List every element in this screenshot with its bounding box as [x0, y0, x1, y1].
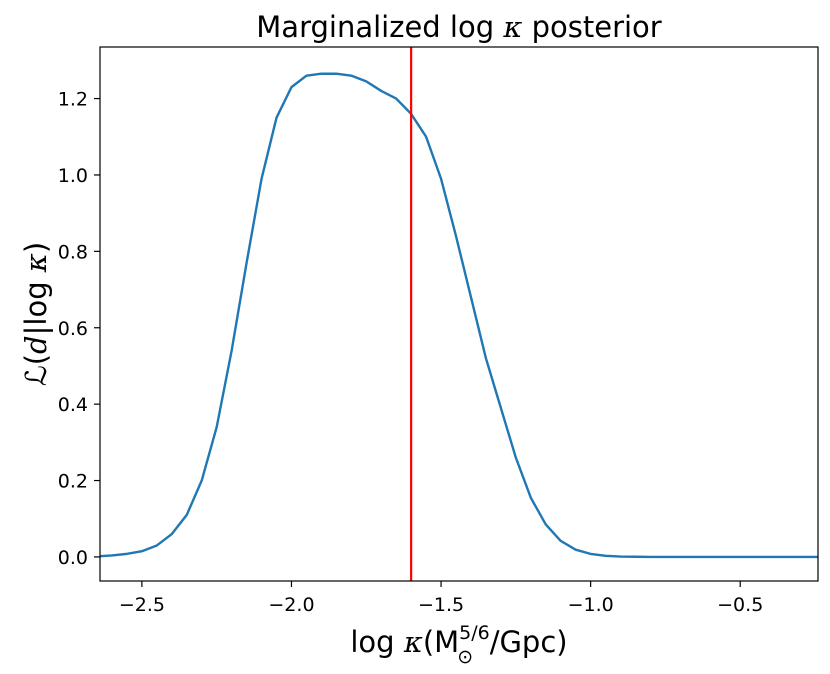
x-axis: −2.5 −2.0 −1.5 −1.0 −0.5 — [119, 581, 763, 616]
x-tick-label: −1.5 — [418, 594, 464, 616]
chart-title: Marginalized log κ posterior — [256, 10, 662, 44]
y-tick-label: 0.0 — [58, 547, 88, 569]
x-tick-label: −1.0 — [568, 594, 614, 616]
x-axis-label: log κ(M⊙5/6/Gpc) — [350, 622, 567, 668]
y-tick-label: 0.4 — [58, 394, 88, 416]
y-tick-label: 1.2 — [58, 89, 88, 111]
y-axis-label: ℒ(d|log κ) — [19, 242, 53, 386]
plot-area — [99, 47, 818, 581]
x-tick-label: −2.5 — [119, 594, 165, 616]
y-tick-label: 1.0 — [58, 165, 88, 187]
y-tick-label: 0.8 — [58, 241, 88, 263]
x-tick-label: −2.0 — [268, 594, 314, 616]
y-tick-label: 0.6 — [58, 318, 88, 340]
y-tick-label: 0.2 — [58, 471, 88, 493]
series-line-0 — [99, 72, 818, 559]
axes-frame — [99, 46, 819, 582]
y-axis: 0.0 0.2 0.4 0.6 0.8 1.0 1.2 — [58, 89, 100, 569]
x-tick-label: −0.5 — [717, 594, 763, 616]
